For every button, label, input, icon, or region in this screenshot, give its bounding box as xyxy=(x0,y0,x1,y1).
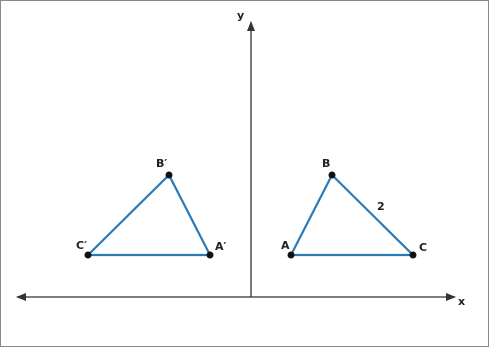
label-a: A xyxy=(281,239,290,252)
triangle-image xyxy=(86,173,212,257)
point-a xyxy=(287,251,295,259)
point-a-prime xyxy=(206,251,214,259)
point-c-prime xyxy=(84,251,92,259)
label-c-prime: C′ xyxy=(76,239,87,252)
point-b xyxy=(328,171,336,179)
x-axis-label: x xyxy=(458,295,465,308)
side-label: 2 xyxy=(377,200,385,213)
triangle-abc xyxy=(289,173,415,257)
point-b-prime xyxy=(165,171,173,179)
label-b: B xyxy=(322,157,330,170)
point-c xyxy=(409,251,417,259)
y-axis-label: y xyxy=(237,9,244,22)
label-a-prime: A′ xyxy=(215,240,227,253)
label-c: C xyxy=(419,241,427,254)
label-b-prime: B′ xyxy=(156,157,167,170)
